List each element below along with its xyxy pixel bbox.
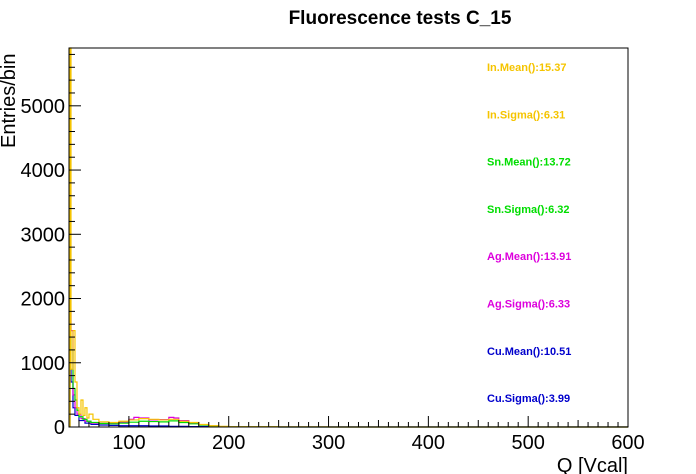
y-tick-label: 5000 xyxy=(21,96,66,118)
series-layer xyxy=(69,47,629,428)
y-tick-label: 2000 xyxy=(21,289,66,311)
y-tick-label: 0 xyxy=(54,417,65,439)
series-ag xyxy=(69,310,628,428)
stats-box: In.Mean():15.37 In.Sigma():6.31 Sn.Mean():… xyxy=(487,62,571,405)
stat-label: Cu.Mean():10.51 xyxy=(487,346,571,358)
y-axis-label: Entries/bin xyxy=(0,54,20,149)
y-tick-label: 3000 xyxy=(21,224,66,246)
stat-label: Cu.Sigma():3.99 xyxy=(487,393,570,405)
x-tick-label: 600 xyxy=(611,432,644,454)
x-tick-label: 300 xyxy=(312,432,345,454)
stat-label: Sn.Mean():13.72 xyxy=(487,157,571,169)
x-tick-label: 500 xyxy=(511,432,544,454)
stat-label: In.Mean():15.37 xyxy=(487,62,566,74)
stat-label: In.Sigma():6.31 xyxy=(487,109,565,121)
chart-title: Fluorescence tests C_15 xyxy=(289,8,512,29)
x-axis-label: Q [Vcal] xyxy=(557,455,628,474)
stat-label: Ag.Sigma():6.33 xyxy=(487,299,570,311)
ticks-layer: 100 200 300 400 500 600 0 1000 2000 3000 4000 5000 xyxy=(21,53,645,454)
y-tick-label: 1000 xyxy=(21,353,66,375)
stat-label: Sn.Sigma():6.32 xyxy=(487,204,570,216)
x-tick-label: 200 xyxy=(212,432,245,454)
y-tick-label: 4000 xyxy=(21,160,66,182)
x-tick-label: 100 xyxy=(112,432,145,454)
plot-frame xyxy=(68,47,629,428)
series-in xyxy=(69,47,628,428)
stat-label: Ag.Mean():13.91 xyxy=(487,251,571,263)
x-tick-label: 400 xyxy=(412,432,445,454)
